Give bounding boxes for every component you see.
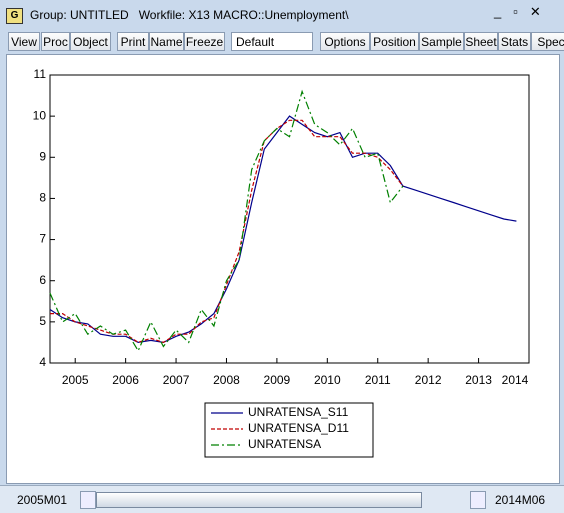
x-tick-label: 2007 bbox=[163, 373, 190, 387]
x-tick-label: 2013 bbox=[465, 373, 492, 387]
end-date: 2014M06 bbox=[495, 493, 546, 507]
x-tick-label: 2011 bbox=[365, 373, 391, 387]
y-tick-label: 4 bbox=[39, 355, 46, 369]
toolbar-button[interactable]: Print bbox=[117, 32, 149, 51]
window-controls[interactable]: _▫✕ bbox=[494, 4, 553, 19]
y-tick-label: 5 bbox=[39, 314, 46, 328]
toolbar-button[interactable]: Spec bbox=[531, 32, 564, 51]
y-tick-label: 8 bbox=[39, 191, 46, 205]
slider-arrow[interactable] bbox=[80, 491, 96, 509]
toolbar-button[interactable]: Sample bbox=[419, 32, 464, 51]
series-line bbox=[50, 119, 404, 344]
plot-frame bbox=[49, 74, 530, 364]
range-slider[interactable] bbox=[96, 492, 422, 508]
toolbar-button[interactable]: Object bbox=[70, 32, 111, 51]
x-tick-label: 2008 bbox=[213, 373, 240, 387]
x-tick-label: 2005 bbox=[62, 373, 89, 387]
toolbar-button[interactable]: View bbox=[8, 32, 40, 51]
x-tick-label: 2010 bbox=[314, 373, 341, 387]
toolbar-button[interactable]: Options bbox=[320, 32, 370, 51]
x-tick-label: 2006 bbox=[112, 373, 139, 387]
toolbar-button[interactable]: Position bbox=[370, 32, 419, 51]
y-tick-label: 9 bbox=[39, 149, 46, 163]
toolbar-button[interactable]: Proc bbox=[41, 32, 70, 51]
legend-label: UNRATENSA_D11 bbox=[248, 421, 349, 435]
app-icon: G bbox=[6, 8, 23, 24]
y-tick-label: 10 bbox=[33, 108, 47, 122]
toolbar-button[interactable]: Sheet bbox=[464, 32, 498, 51]
series-line bbox=[49, 115, 517, 344]
toolbar-button[interactable]: Default bbox=[231, 32, 313, 51]
toolbar-button[interactable]: Name bbox=[149, 32, 184, 51]
legend-label: UNRATENSA_S11 bbox=[248, 405, 349, 419]
legend-box bbox=[204, 402, 374, 458]
x-tick-label: 2012 bbox=[415, 373, 442, 387]
y-tick-label: 11 bbox=[34, 67, 47, 81]
y-tick-label: 7 bbox=[39, 232, 46, 246]
start-date: 2005M01 bbox=[17, 493, 68, 507]
toolbar-button[interactable]: Freeze bbox=[184, 32, 225, 51]
status-bar: 2005M01 2014M06 bbox=[0, 485, 564, 513]
y-tick-label: 6 bbox=[39, 273, 46, 287]
slider-arrow[interactable] bbox=[470, 491, 486, 509]
window-title: Group: UNTITLED Workfile: X13 MACRO::Une… bbox=[30, 8, 349, 22]
x-tick-label: 2009 bbox=[264, 373, 291, 387]
series-line bbox=[49, 89, 404, 352]
x-tick-label: 2014 bbox=[502, 373, 529, 387]
legend-label: UNRATENSA bbox=[248, 437, 321, 451]
toolbar-button[interactable]: Stats bbox=[498, 32, 531, 51]
